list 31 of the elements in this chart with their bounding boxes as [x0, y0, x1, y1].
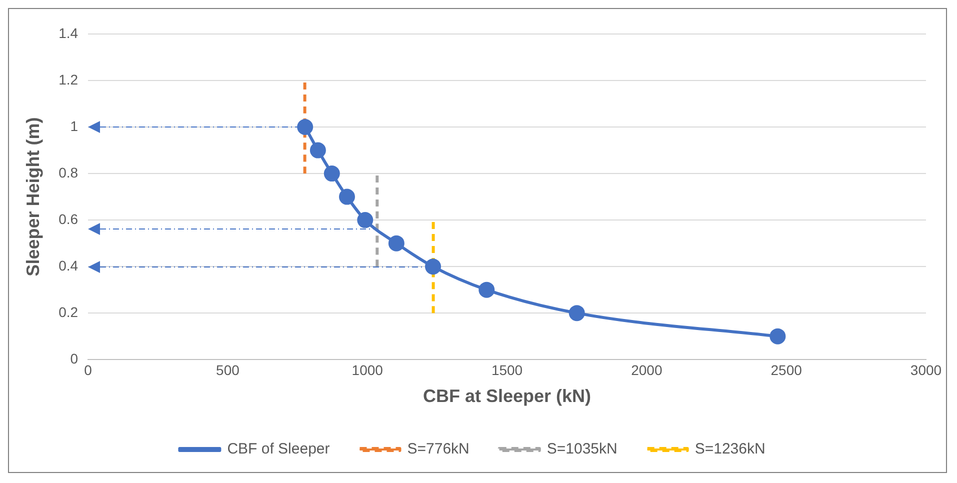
point [425, 258, 442, 275]
point [324, 166, 340, 182]
point [338, 188, 355, 205]
point [478, 282, 495, 298]
x-tick-label: 1500 [491, 362, 523, 378]
y-tick-label: 0 [70, 350, 78, 366]
x-tick-label: 1000 [352, 362, 384, 378]
y-tick-label: 0.6 [58, 210, 78, 227]
point [568, 305, 585, 322]
point [297, 119, 314, 136]
point [310, 142, 326, 158]
y-tick-label: 0.2 [58, 304, 78, 320]
x-axis-title: CBF at Sleeper (kN) [423, 386, 592, 406]
point [357, 212, 374, 228]
y-tick-label: 1.2 [58, 71, 78, 88]
legend-label: S=1035kN [546, 440, 618, 458]
y-tick-label: 1.4 [58, 24, 78, 41]
point [770, 328, 786, 344]
y-axis-title: Sleeper Height (m) [22, 117, 43, 276]
x-tick-label: 500 [216, 362, 240, 378]
legend-label: S=776kN [407, 440, 470, 458]
legend-label: S=1236kN [694, 440, 766, 458]
x-tick-label: 0 [84, 362, 92, 378]
legend-label: CBF of Sleeper [227, 440, 330, 458]
x-tick-label: 2500 [770, 362, 802, 378]
point [388, 235, 404, 252]
y-tick-label: 0.4 [58, 257, 78, 274]
y-tick-label: 0.8 [58, 164, 78, 180]
x-tick-label: 2000 [631, 362, 662, 378]
x-tick-label: 3000 [910, 362, 942, 378]
y-tick-label: 1 [70, 118, 78, 134]
